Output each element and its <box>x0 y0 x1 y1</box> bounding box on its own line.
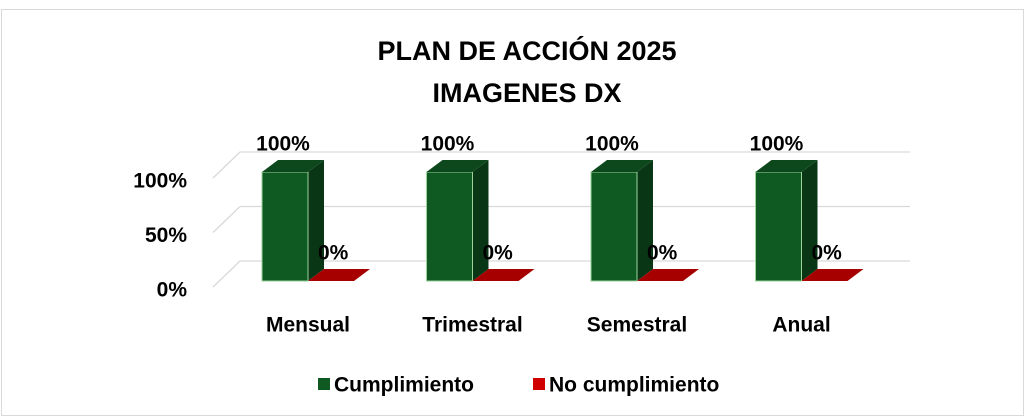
bar-side <box>472 160 489 281</box>
bar-top <box>472 269 535 281</box>
legend-swatch <box>318 378 330 390</box>
x-tick-label: Trimestral <box>422 314 522 337</box>
data-label: 100% <box>585 133 639 156</box>
data-label: 100% <box>421 133 475 156</box>
y-tick-label: 0% <box>157 279 188 302</box>
bar-top <box>426 160 489 172</box>
bar-top <box>755 160 818 172</box>
bar-top <box>637 269 699 281</box>
chart-title: PLAN DE ACCIÓN 2025 <box>377 35 676 66</box>
x-tick-label: Mensual <box>266 314 350 337</box>
legend-label: Cumplimiento <box>334 374 474 397</box>
x-tick-label: Anual <box>772 314 830 337</box>
bar <box>590 171 638 282</box>
data-label: 0% <box>318 242 349 265</box>
bar <box>261 171 309 282</box>
chart-subtitle: IMAGENES DX <box>432 78 621 108</box>
bar-side <box>637 160 653 281</box>
legend-label: No cumplimiento <box>549 374 719 397</box>
bar-top <box>262 160 324 172</box>
grid-line <box>212 151 910 179</box>
x-tick-label: Semestral <box>587 314 687 337</box>
chart-frame <box>1 9 1024 416</box>
data-label: 0% <box>483 242 514 265</box>
bar <box>755 171 802 282</box>
data-label: 100% <box>256 133 310 156</box>
legend-swatch <box>533 378 545 390</box>
y-tick-label: 50% <box>145 224 187 247</box>
data-label: 100% <box>750 133 804 156</box>
bar-top <box>801 269 864 281</box>
y-tick-label: 100% <box>133 170 187 193</box>
bar-side <box>308 160 324 281</box>
bar-side <box>801 160 818 281</box>
grid-line <box>212 205 910 233</box>
grid-line <box>212 260 910 288</box>
bar <box>426 171 473 282</box>
bar-top <box>308 269 370 281</box>
data-label: 0% <box>812 242 843 265</box>
data-label: 0% <box>647 242 678 265</box>
bar-top <box>591 160 653 172</box>
